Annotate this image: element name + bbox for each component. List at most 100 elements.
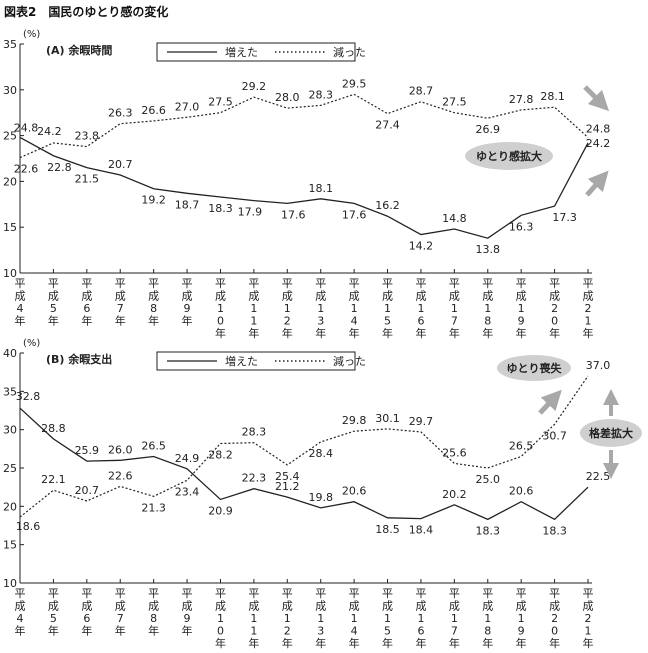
data-label: 17.6 (281, 208, 306, 221)
callout-bubble (465, 142, 553, 170)
data-label: 17.9 (238, 206, 263, 219)
data-label: 20.6 (509, 485, 534, 498)
data-label: 26.6 (141, 104, 166, 117)
y-tick-label: 20 (3, 500, 17, 513)
data-label: 28.8 (41, 422, 66, 435)
x-tick-label: 平成 1 4 年 (349, 277, 360, 340)
y-tick-label: 20 (3, 175, 17, 188)
data-label: 26.0 (108, 443, 133, 456)
legend-box (156, 351, 356, 371)
x-tick-label: 平成 1 5 年 (382, 587, 393, 650)
x-tick-label: 平成 1 1 年 (248, 277, 259, 340)
data-label: 20.6 (342, 485, 367, 498)
data-label: 24.2 (586, 137, 611, 150)
data-label: 29.8 (342, 414, 367, 427)
data-label: 16.2 (375, 199, 400, 212)
y-tick-label: 40 (3, 347, 17, 360)
data-label: 17.6 (342, 208, 367, 221)
x-tick-label: 平成 1 4 年 (349, 587, 360, 650)
series-line-decreased (19, 375, 589, 518)
x-tick-label: 平成 1 3 年 (315, 277, 326, 340)
x-tick-label: 平成 1 2 年 (282, 587, 293, 650)
x-tick-label: 平成 5 年 (48, 277, 59, 328)
data-label: 24.8 (586, 122, 611, 135)
callout-bubble (580, 419, 642, 447)
legend-entry: 減った (333, 354, 366, 368)
data-label: 26.5 (509, 440, 534, 453)
data-label: 18.7 (175, 198, 200, 211)
x-tick-label: 平成 4 年 (15, 277, 26, 328)
data-label: 27.8 (509, 93, 534, 106)
data-label: 18.3 (476, 524, 501, 537)
data-label: 14.2 (409, 240, 434, 253)
data-label: 14.8 (442, 212, 467, 225)
x-tick-label: 平成 1 9 年 (516, 587, 527, 650)
data-label: 25.6 (442, 446, 467, 459)
data-label: 27.5 (442, 96, 467, 109)
data-label: 19.2 (141, 194, 166, 207)
x-tick-label: 平成 1 0 年 (215, 277, 226, 340)
y-tick-label: 30 (3, 424, 17, 437)
y-tick-label: 30 (3, 84, 17, 97)
callout-bubble (497, 355, 571, 381)
y-axis-unit: (%) (23, 29, 40, 40)
data-label: 28.1 (540, 90, 565, 103)
data-label: 29.7 (409, 415, 434, 428)
trend-arrow (583, 85, 610, 112)
x-tick-label: 平成 6 年 (81, 587, 92, 638)
data-label: 28.3 (308, 88, 333, 101)
x-tick-label: 平成 8 年 (148, 587, 159, 638)
data-label: 22.3 (242, 472, 267, 485)
x-tick-label: 平成 2 1 年 (583, 277, 594, 340)
x-tick-label: 平成 1 6 年 (415, 587, 426, 650)
x-tick-label: 平成 6 年 (81, 277, 92, 328)
figure-title: 図表2 国民のゆとり感の変化 (4, 5, 169, 19)
x-tick-label: 平成 2 0 年 (549, 587, 560, 650)
series-line-increased (19, 136, 589, 239)
x-tick-label: 平成 1 7 年 (449, 277, 460, 340)
y-tick-label: 15 (3, 539, 17, 552)
data-label: 26.5 (141, 440, 166, 453)
data-label: 20.9 (208, 504, 233, 517)
data-label: 25.0 (476, 473, 501, 486)
data-label: 21.2 (275, 480, 300, 493)
trend-arrow (538, 389, 562, 415)
series-line-decreased (19, 93, 589, 159)
legend-entry: 減った (333, 45, 366, 59)
data-label: 20.7 (108, 158, 133, 171)
callout-text: ゆとり喪失 (507, 361, 563, 375)
data-label: 25.9 (75, 444, 100, 457)
legend-entry: 増えた (225, 46, 258, 59)
data-label: 22.6 (108, 469, 133, 482)
series-line-increased (19, 407, 589, 521)
y-axis-unit: (%) (23, 338, 40, 349)
x-tick-label: 平成 1 1 年 (248, 587, 259, 650)
x-tick-label: 平成 5 年 (48, 587, 59, 638)
x-tick-label: 平成 1 9 年 (516, 277, 527, 340)
data-label: 19.8 (308, 491, 333, 504)
x-tick-label: 平成 9 年 (182, 587, 193, 638)
data-label: 23.4 (175, 485, 200, 498)
x-tick-label: 平成 1 7 年 (449, 587, 460, 650)
x-tick-label: 平成 2 1 年 (583, 587, 594, 650)
data-label: 28.3 (242, 426, 267, 439)
data-label: 21.3 (141, 501, 166, 514)
data-label: 25.4 (275, 470, 300, 483)
data-label: 26.3 (108, 107, 133, 120)
data-label: 16.3 (509, 220, 534, 233)
data-label: 29.5 (342, 77, 367, 90)
x-tick-label: 平成 7 年 (115, 277, 126, 328)
x-tick-label: 平成 7 年 (115, 587, 126, 638)
callout-text: 格差拡大 (589, 426, 633, 440)
data-label: 18.4 (409, 524, 434, 537)
y-tick-label: 25 (3, 462, 17, 475)
y-tick-label: 35 (3, 38, 17, 51)
callout-text: ゆとり感拡大 (476, 149, 542, 163)
x-tick-label: 平成 4 年 (15, 587, 26, 638)
data-label: 18.6 (16, 520, 41, 533)
y-tick-label: 10 (3, 267, 17, 280)
x-tick-label: 平成 2 0 年 (549, 277, 560, 340)
data-label: 22.1 (41, 473, 66, 486)
x-tick-label: 平成 8 年 (148, 277, 159, 328)
